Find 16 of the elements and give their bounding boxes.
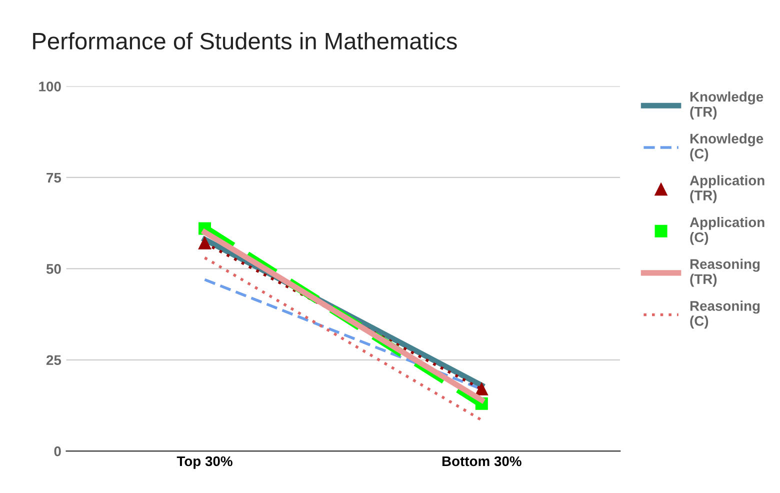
chart-title: Performance of Students in Mathematics	[33, 32, 457, 50]
point	[198, 236, 211, 250]
y-tick-label: 50	[46, 264, 61, 274]
legend-label: Knowledge (TR)	[690, 91, 764, 120]
legend-label: Knowledge (C)	[690, 133, 764, 162]
x-tick-label: Top 30%	[176, 456, 232, 469]
legend-label: Application (C)	[690, 216, 764, 245]
legend-label: Application (TR)	[690, 175, 764, 204]
x-tick-label: Bottom 30%	[442, 456, 522, 466]
y-tick-label: 100	[39, 82, 61, 92]
y-tick-label: 0	[54, 446, 61, 456]
y-tick-label: 75	[46, 172, 62, 183]
legend-label: Reasoning (C)	[690, 300, 760, 329]
point	[475, 382, 488, 396]
y-tick-label: 25	[46, 355, 62, 366]
legend-label: Reasoning (TR)	[690, 258, 760, 287]
